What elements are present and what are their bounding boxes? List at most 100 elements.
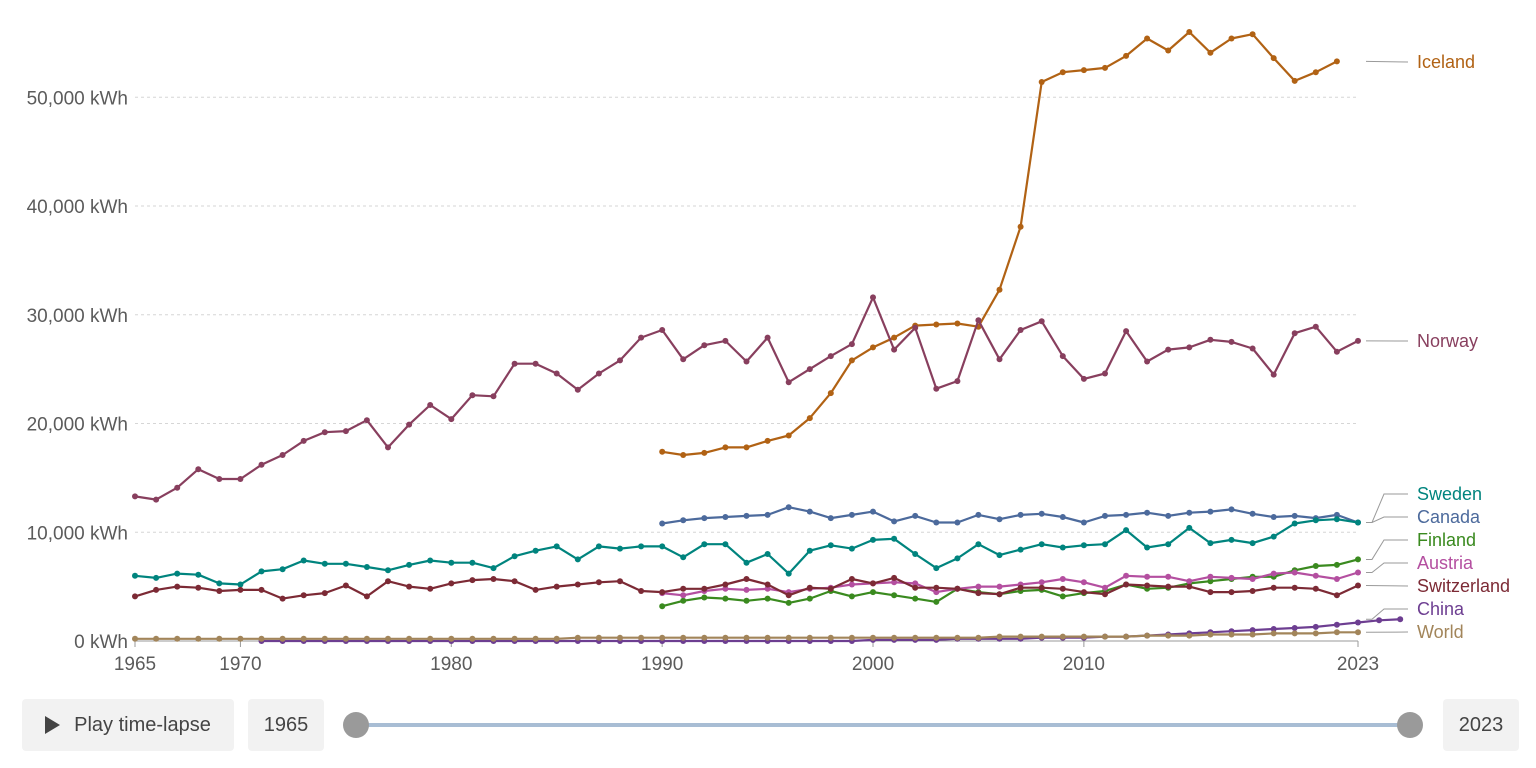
data-point-iceland — [1059, 69, 1066, 76]
data-point-switzerland — [848, 576, 855, 582]
data-point-norway — [300, 437, 307, 444]
data-point-switzerland — [701, 585, 708, 592]
data-point-switzerland — [722, 581, 729, 588]
data-point-norway — [1123, 328, 1130, 335]
data-point-world — [1102, 633, 1108, 640]
data-point-switzerland — [764, 581, 771, 588]
data-point-canada — [659, 520, 666, 527]
play-icon — [45, 716, 61, 734]
data-point-norway — [1333, 348, 1340, 355]
data-point-sweden — [532, 547, 539, 554]
data-point-iceland — [722, 444, 729, 451]
data-point-switzerland — [406, 583, 413, 590]
data-point-norway — [1207, 336, 1214, 343]
data-point-world — [1312, 630, 1319, 637]
data-point-sweden — [1207, 540, 1214, 547]
timeline-slider-track[interactable] — [356, 723, 1410, 727]
data-point-world — [1059, 633, 1066, 640]
data-point-sweden — [1144, 544, 1151, 551]
data-point-canada — [785, 504, 792, 511]
data-point-switzerland — [659, 589, 666, 596]
data-point-finland — [891, 592, 898, 599]
data-point-sweden — [1038, 541, 1045, 548]
data-point-switzerland — [1165, 583, 1172, 590]
data-point-switzerland — [321, 590, 328, 597]
data-point-china — [1312, 623, 1319, 630]
data-point-sweden — [1291, 520, 1298, 527]
data-point-norway — [659, 327, 666, 333]
data-point-canada — [1080, 519, 1087, 526]
data-point-norway — [1270, 371, 1277, 378]
data-point-world — [553, 635, 560, 642]
data-point-world — [1270, 630, 1277, 637]
data-point-world — [363, 635, 370, 642]
data-point-iceland — [701, 449, 708, 456]
data-point-canada — [1017, 511, 1024, 518]
data-point-norway — [785, 379, 792, 386]
data-point-iceland — [1249, 31, 1256, 38]
data-point-austria — [764, 585, 771, 592]
data-point-world — [469, 635, 476, 642]
data-point-iceland — [933, 321, 940, 328]
data-point-canada — [891, 518, 898, 525]
data-point-canada — [912, 512, 919, 519]
data-point-sweden — [1270, 533, 1277, 540]
x-tick-label: 1965 — [114, 654, 156, 675]
data-point-canada — [996, 516, 1003, 523]
data-point-world — [1355, 629, 1361, 636]
line-chart: 0 kWh 10,000 kWh 20,000 kWh 30,000 kWh 40,00… — [27, 29, 1510, 675]
data-point-sweden — [1123, 527, 1130, 534]
data-point-austria — [1355, 569, 1361, 576]
data-point-world — [891, 634, 898, 641]
data-point-china — [1270, 626, 1277, 632]
data-point-canada — [1038, 510, 1045, 517]
data-point-canada — [1059, 514, 1066, 520]
data-point-finland — [1333, 561, 1340, 568]
data-point-sweden — [1102, 541, 1108, 548]
data-point-norway — [764, 334, 771, 341]
data-point-sweden — [153, 574, 160, 581]
data-point-sweden — [1312, 517, 1319, 524]
data-point-finland — [1059, 593, 1066, 600]
play-timelapse-button[interactable]: Play time-lapse — [22, 699, 234, 751]
end-year-button[interactable]: 2023 — [1443, 699, 1519, 751]
x-tick-label: 1970 — [219, 654, 261, 675]
end-year-handle[interactable] — [1397, 712, 1423, 738]
data-point-norway — [153, 496, 160, 503]
data-point-norway — [342, 428, 349, 435]
data-point-sweden — [827, 542, 834, 549]
data-point-austria — [1038, 579, 1045, 586]
start-year-handle[interactable] — [343, 712, 369, 738]
data-point-world — [595, 634, 602, 641]
data-point-norway — [996, 356, 1003, 363]
start-year-button[interactable]: 1965 — [248, 699, 324, 751]
data-point-finland — [743, 597, 750, 604]
data-point-world — [1207, 631, 1214, 638]
series-line-norway — [134, 296, 1359, 501]
data-point-norway — [174, 484, 181, 491]
data-point-world — [1291, 630, 1298, 637]
data-point-norway — [1355, 337, 1361, 344]
data-point-finland — [1312, 563, 1319, 569]
data-point-world — [827, 634, 834, 641]
data-point-switzerland — [258, 586, 265, 593]
data-point-canada — [701, 515, 708, 522]
data-point-switzerland — [237, 586, 244, 593]
series-line-sweden — [134, 518, 1359, 586]
data-point-world — [532, 635, 539, 642]
data-point-sweden — [469, 559, 476, 566]
data-point-switzerland — [1102, 591, 1108, 598]
label-connector — [1366, 493, 1408, 523]
data-point-switzerland — [427, 585, 434, 592]
label-connector — [1365, 60, 1409, 63]
data-point-sweden — [448, 559, 455, 566]
data-point-iceland — [1228, 35, 1235, 42]
data-point-iceland — [996, 286, 1003, 293]
data-point-norway — [827, 353, 834, 360]
data-point-norway — [553, 370, 560, 377]
data-point-switzerland — [174, 583, 181, 590]
data-point-iceland — [1102, 64, 1108, 71]
data-point-austria — [912, 580, 919, 587]
data-point-sweden — [132, 572, 138, 579]
data-point-iceland — [848, 357, 855, 364]
